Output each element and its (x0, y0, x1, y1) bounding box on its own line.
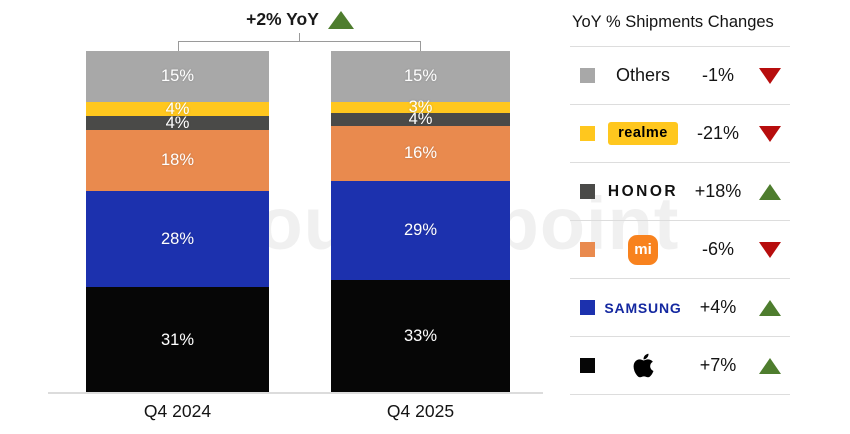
segment-value: 33% (403, 327, 438, 346)
segment-realme: 3% (331, 99, 510, 115)
apple-logo-icon (633, 353, 653, 378)
segment-value: 28% (160, 229, 195, 248)
xiaomi-change: -6% (701, 239, 734, 259)
down-triangle-icon (759, 125, 781, 142)
honor-swatch (580, 184, 595, 199)
segment-value: 4% (408, 110, 433, 129)
samsung-logo: SAMSUNG (604, 299, 682, 316)
up-triangle-icon (759, 357, 781, 374)
legend-panel: YoY % Shipments Changes Others -1% realm… (570, 8, 790, 395)
segment-apple: 31% (86, 286, 269, 393)
segment-value: 15% (403, 67, 438, 86)
total-yoy-label: +2% YoY (246, 9, 319, 29)
x-axis-label-q4-2025: Q4 2025 (386, 401, 455, 421)
segment-samsung: 28% (86, 191, 269, 287)
segment-value: 31% (160, 330, 195, 349)
realme-logo: realme (608, 122, 678, 145)
segment-apple: 33% (331, 280, 510, 393)
segment-value: 4% (165, 99, 190, 118)
x-axis-line (48, 392, 543, 394)
legend-row-realme: realme -21% (570, 105, 790, 163)
down-triangle-icon (759, 241, 781, 258)
segment-value: 4% (165, 113, 190, 132)
legend-row-apple: +7% (570, 337, 790, 395)
segment-honor: 4% (331, 110, 510, 129)
segment-realme: 4% (86, 99, 269, 118)
realme-change: -21% (696, 123, 740, 143)
stacked-bar-q4-2025: 15% 3% 4% 16% 29% 33% (331, 51, 510, 393)
legend-row-samsung: SAMSUNG +4% (570, 279, 790, 337)
apple-swatch (580, 358, 595, 373)
samsung-change: +4% (699, 297, 737, 317)
down-triangle-icon (759, 67, 781, 84)
samsung-swatch (580, 300, 595, 315)
segment-honor: 4% (86, 113, 269, 132)
apple-change: +7% (699, 355, 737, 375)
realme-swatch (580, 126, 595, 141)
segment-others: 15% (331, 51, 510, 103)
segment-value: 16% (403, 144, 438, 163)
stacked-bar-q4-2024: 15% 4% 4% 18% 28% 31% (86, 51, 269, 393)
honor-logo: HONOR (607, 182, 679, 200)
up-triangle-icon (327, 10, 354, 29)
segment-samsung: 29% (331, 180, 510, 281)
xiaomi-mi-logo: mi (628, 234, 658, 265)
others-swatch (580, 68, 595, 83)
up-triangle-icon (759, 299, 781, 316)
up-triangle-icon (759, 183, 781, 200)
x-axis-label-q4-2024: Q4 2024 (143, 401, 212, 421)
legend-row-honor: HONOR +18% (570, 163, 790, 221)
segment-value: 29% (403, 221, 438, 240)
segment-value: 15% (160, 67, 195, 86)
legend-row-others: Others -1% (570, 47, 790, 105)
segment-value: 3% (408, 98, 433, 117)
honor-change: +18% (694, 181, 742, 201)
others-change: -1% (701, 65, 734, 85)
total-yoy-annotation: +2% YoY (180, 9, 420, 30)
segment-value: 18% (160, 151, 195, 170)
legend-title: YoY % Shipments Changes (570, 8, 790, 47)
segment-xiaomi: 18% (86, 129, 269, 192)
segment-others: 15% (86, 51, 269, 103)
xiaomi-swatch (580, 242, 595, 257)
legend-row-xiaomi: mi -6% (570, 221, 790, 279)
bracket-stem (299, 33, 300, 41)
others-label: Others (615, 65, 671, 85)
segment-xiaomi: 16% (331, 126, 510, 181)
bracket-line (178, 41, 421, 51)
